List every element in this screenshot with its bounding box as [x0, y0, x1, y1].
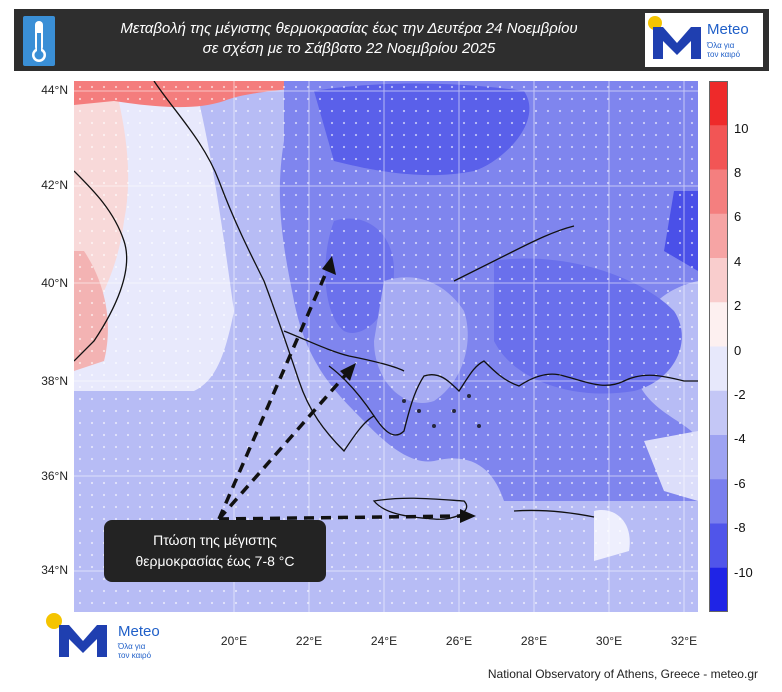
- colorbar-segment: [709, 258, 728, 303]
- lat-label-42: 42°N: [41, 178, 68, 192]
- colorbar: [709, 81, 728, 612]
- cb-label-m4: -4: [734, 431, 746, 446]
- logo-m-icon: [653, 27, 701, 59]
- lat-label-40: 40°N: [41, 276, 68, 290]
- logo-tagline-1-bottom: Όλα για: [118, 642, 146, 651]
- colorbar-segment: [709, 346, 728, 392]
- lat-label-44: 44°N: [41, 83, 68, 97]
- logo-name-bottom: Meteo: [118, 623, 160, 640]
- logo-tagline-2: τον καιρό: [707, 50, 741, 59]
- lat-label-38: 38°N: [41, 374, 68, 388]
- cb-label-m8: -8: [734, 520, 746, 535]
- cb-label-8: 8: [734, 165, 742, 180]
- colorbar-segment: [709, 435, 728, 480]
- lat-label-34: 34°N: [41, 563, 68, 577]
- thermometer-icon: [23, 16, 55, 66]
- lon-label-32: 32°E: [670, 634, 698, 648]
- map-title: Μεταβολή της μέγιστης θερμοκρασίας έως τ…: [69, 19, 629, 59]
- colorbar-segment: [709, 302, 728, 347]
- cb-label-4: 4: [734, 254, 742, 269]
- lon-label-20: 20°E: [220, 634, 248, 648]
- lon-label-24: 24°E: [370, 634, 398, 648]
- logo-tagline-2-bottom: τον καιρό: [118, 651, 152, 660]
- logo-m-icon-bottom: [59, 625, 107, 657]
- credit-text: National Observatory of Athens, Greece -…: [487, 667, 758, 681]
- logo-name: Meteo: [707, 21, 749, 38]
- colorbar-segment: [709, 523, 728, 569]
- lon-label-30: 30°E: [595, 634, 623, 648]
- logo-tagline-1: Όλα για: [707, 41, 735, 50]
- callout-line-2: θερμοκρασίας έως 7-8 °C: [135, 553, 295, 569]
- colorbar-segment: [709, 479, 728, 524]
- lon-label-28: 28°E: [520, 634, 548, 648]
- title-banner: Μεταβολή της μέγιστης θερμοκρασίας έως τ…: [14, 9, 769, 71]
- logo-sun-icon-bottom: [46, 613, 62, 629]
- lon-label-26: 26°E: [445, 634, 473, 648]
- cb-label-m10: -10: [734, 565, 753, 580]
- meteo-logo-bottom: Meteo Όλα για τον καιρό: [46, 613, 176, 661]
- cb-label-10: 10: [734, 121, 749, 136]
- temperature-drop-callout: Πτώση της μέγιστης θερμοκρασίας έως 7-8 …: [104, 520, 326, 582]
- colorbar-segment: [709, 169, 728, 215]
- cb-label-m2: -2: [734, 387, 746, 402]
- cb-label-6: 6: [734, 209, 742, 224]
- lon-label-22: 22°E: [295, 634, 323, 648]
- cb-label-0: 0: [734, 343, 742, 358]
- colorbar-segment: [709, 390, 728, 436]
- colorbar-segment: [709, 81, 728, 126]
- colorbar-border: [709, 81, 728, 612]
- cb-label-m6: -6: [734, 476, 746, 491]
- lat-label-36: 36°N: [41, 469, 68, 483]
- colorbar-segment: [709, 213, 728, 259]
- logo-sun-icon: [648, 16, 662, 30]
- colorbar-segment: [709, 125, 728, 170]
- temperature-change-map: [74, 81, 698, 612]
- cb-label-2: 2: [734, 298, 742, 313]
- meteo-logo: Meteo Όλα για τον καιρό: [645, 13, 763, 67]
- title-line-2: σε σχέση με το Σάββατο 22 Νοεμβρίου 2025: [202, 40, 496, 57]
- callout-line-1: Πτώση της μέγιστης: [153, 532, 277, 548]
- colorbar-segment: [709, 567, 728, 612]
- title-line-1: Μεταβολή της μέγιστης θερμοκρασίας έως τ…: [120, 20, 578, 37]
